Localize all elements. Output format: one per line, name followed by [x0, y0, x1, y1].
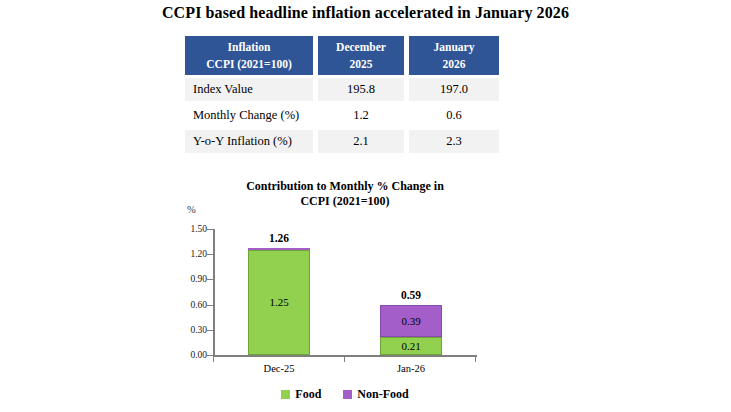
y-tick-mark [207, 229, 213, 230]
y-tick-mark [207, 305, 213, 306]
stacked-bar-jan-26: 0.59 0.39 0.21 [380, 305, 442, 355]
chart-title-line: CCPI (2021=100) [195, 194, 495, 209]
table-row-monthly-change: Monthly Change (%) 1.2 0.6 [185, 104, 499, 127]
stacked-bar-dec-25: 1.26 0.01 1.25 [248, 248, 310, 355]
bar-total-label: 1.26 [248, 232, 310, 244]
y-tick-label: 0.30 [175, 325, 207, 335]
bar-segment-food: 1.25 [248, 250, 310, 355]
y-axis-unit-label: % [187, 204, 196, 215]
report-page: CCPI based headline inflation accelerate… [0, 0, 731, 412]
x-tick-mark [344, 357, 345, 362]
cell-value: 2.3 [409, 130, 499, 153]
chart-title-line: Contribution to Monthly % Change in [195, 179, 495, 194]
y-tick-mark [207, 279, 213, 280]
row-label: Monthly Change (%) [185, 104, 313, 127]
chart-title: Contribution to Monthly % Change in CCPI… [195, 179, 495, 209]
row-label: Y-o-Y Inflation (%) [185, 130, 313, 153]
header-line: January [411, 39, 497, 56]
cell-value: 197.0 [409, 78, 499, 101]
bar-segment-food: 0.21 [380, 337, 442, 355]
segment-value-label: 0.21 [401, 341, 420, 352]
table-header: Inflation CCPI (2021=100) December 2025 … [185, 36, 499, 75]
row-label: Index Value [185, 78, 313, 101]
header-line: Inflation [187, 39, 311, 56]
segment-value-label: 0.39 [401, 316, 420, 327]
cell-value: 195.8 [318, 78, 404, 101]
x-tick-mark [475, 357, 476, 362]
header-line: 2025 [320, 56, 402, 73]
bar-segment-nonfood: 0.39 [380, 305, 442, 338]
nonfood-swatch-icon [343, 390, 352, 399]
header-cell-december: December 2025 [318, 36, 404, 75]
x-category-label-dec-25: Dec-25 [239, 363, 319, 374]
cell-value: 1.2 [318, 104, 404, 127]
legend-item-food: Food [281, 387, 321, 402]
table-row-index-value: Index Value 195.8 197.0 [185, 78, 499, 101]
cell-value: 0.6 [409, 104, 499, 127]
y-tick-mark [207, 330, 213, 331]
page-title: CCPI based headline inflation accelerate… [0, 4, 731, 22]
x-category-label-jan-26: Jan-26 [371, 363, 451, 374]
legend-label: Food [295, 387, 321, 402]
bar-chart-plot-area: 1.50 1.20 0.90 0.60 0.30 0.00 1.26 0.01 … [213, 229, 477, 357]
y-tick-mark [207, 355, 213, 356]
bar-total-label: 0.59 [380, 289, 442, 301]
header-cell-january: January 2026 [409, 36, 499, 75]
segment-value-label: 1.25 [269, 297, 288, 308]
legend-item-nonfood: Non-Food [343, 387, 408, 402]
food-swatch-icon [281, 390, 290, 399]
y-tick-label: 0.00 [175, 350, 207, 360]
header-line: CCPI (2021=100) [187, 56, 311, 73]
y-tick-label: 1.50 [175, 224, 207, 234]
legend-label: Non-Food [357, 387, 408, 402]
y-tick-label: 0.90 [175, 274, 207, 284]
header-line: December [320, 39, 402, 56]
table-row-yoy-inflation: Y-o-Y Inflation (%) 2.1 2.3 [185, 130, 499, 153]
header-line: 2026 [411, 56, 497, 73]
x-tick-mark [213, 357, 214, 362]
y-tick-mark [207, 254, 213, 255]
header-cell-inflation: Inflation CCPI (2021=100) [185, 36, 313, 75]
y-tick-label: 1.20 [175, 249, 207, 259]
y-tick-label: 0.60 [175, 300, 207, 310]
chart-legend: Food Non-Food [213, 387, 477, 402]
cell-value: 2.1 [318, 130, 404, 153]
inflation-summary-table: Inflation CCPI (2021=100) December 2025 … [180, 33, 504, 156]
